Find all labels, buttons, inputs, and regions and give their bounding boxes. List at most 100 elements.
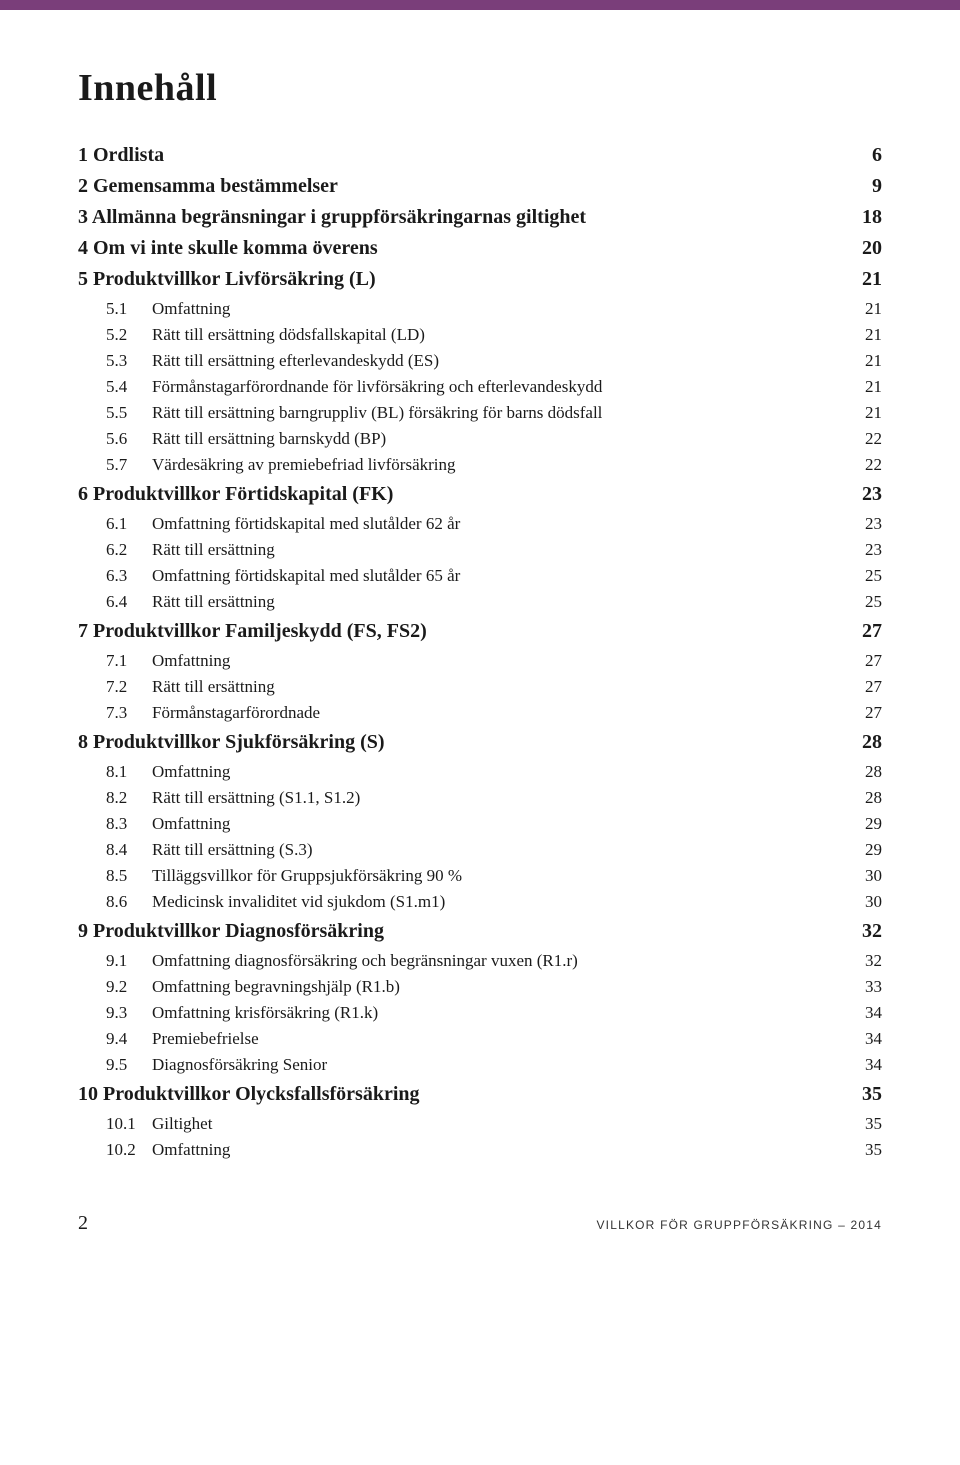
toc-entry-page: 21 <box>842 325 882 345</box>
toc-entry-label: 9.3Omfattning krisförsäkring (R1.k) <box>106 1003 842 1023</box>
toc-entry-label: 5.1Omfattning <box>106 299 842 319</box>
toc-entry-page: 21 <box>842 403 882 423</box>
toc-entry-page: 27 <box>842 677 882 697</box>
toc-entry-l2[interactable]: 5.6Rätt till ersättning barnskydd (BP)22 <box>78 429 882 449</box>
toc-entry-text: Produktvillkor Sjukförsäkring (S) <box>93 731 385 753</box>
toc-entry-l2[interactable]: 10.2Omfattning35 <box>78 1140 882 1160</box>
toc-entry-text: Diagnosförsäkring Senior <box>152 1055 327 1074</box>
toc-entry-l1[interactable]: 6 Produktvillkor Förtidskapital (FK)23 <box>78 483 882 506</box>
toc-entry-page: 32 <box>842 920 882 943</box>
toc-entry-page: 35 <box>842 1114 882 1134</box>
toc-entry-l1[interactable]: 3 Allmänna begränsningar i gruppförsäkri… <box>78 206 882 229</box>
toc-entry-text: Omfattning <box>152 762 230 781</box>
toc-entry-text: Omfattning krisförsäkring (R1.k) <box>152 1003 378 1022</box>
toc-entry-l2[interactable]: 8.3Omfattning29 <box>78 814 882 834</box>
toc-entry-number: 10 <box>78 1083 103 1105</box>
toc-entry-l1[interactable]: 1 Ordlista6 <box>78 144 882 167</box>
toc-entry-label: 5.6Rätt till ersättning barnskydd (BP) <box>106 429 842 449</box>
toc-entry-l1[interactable]: 8 Produktvillkor Sjukförsäkring (S)28 <box>78 731 882 754</box>
toc-entry-l2[interactable]: 8.2Rätt till ersättning (S1.1, S1.2)28 <box>78 788 882 808</box>
toc-entry-l2[interactable]: 5.2Rätt till ersättning dödsfallskapital… <box>78 325 882 345</box>
toc-entry-text: Värdesäkring av premiebefriad livförsäkr… <box>152 455 456 474</box>
toc-entry-number: 6.4 <box>106 592 152 612</box>
toc-entry-page: 22 <box>842 429 882 449</box>
toc-entry-label: 5 Produktvillkor Livförsäkring (L) <box>78 268 842 291</box>
toc-entry-number: 8.5 <box>106 866 152 886</box>
toc-entry-page: 28 <box>842 762 882 782</box>
toc-entry-page: 27 <box>842 620 882 643</box>
toc-entry-number: 7.1 <box>106 651 152 671</box>
toc-entry-l2[interactable]: 9.3Omfattning krisförsäkring (R1.k)34 <box>78 1003 882 1023</box>
toc-entry-label: 5.5Rätt till ersättning barngruppliv (BL… <box>106 403 842 423</box>
toc-entry-page: 23 <box>842 514 882 534</box>
toc-entry-number: 5.3 <box>106 351 152 371</box>
toc-entry-page: 29 <box>842 840 882 860</box>
toc-entry-l1[interactable]: 4 Om vi inte skulle komma överens20 <box>78 237 882 260</box>
toc-entry-l2[interactable]: 5.1Omfattning21 <box>78 299 882 319</box>
toc-entry-l2[interactable]: 9.1Omfattning diagnosförsäkring och begr… <box>78 951 882 971</box>
top-accent-bar <box>0 0 960 10</box>
toc-entry-label: 6 Produktvillkor Förtidskapital (FK) <box>78 483 842 506</box>
toc-entry-l2[interactable]: 7.2Rätt till ersättning27 <box>78 677 882 697</box>
toc-entry-l2[interactable]: 6.4Rätt till ersättning25 <box>78 592 882 612</box>
toc-entry-page: 20 <box>842 237 882 260</box>
toc-entry-l2[interactable]: 8.5Tilläggsvillkor för Gruppsjukförsäkri… <box>78 866 882 886</box>
toc-entry-l2[interactable]: 8.4Rätt till ersättning (S.3)29 <box>78 840 882 860</box>
toc-entry-number: 5 <box>78 268 93 290</box>
toc-entry-l2[interactable]: 5.4Förmånstagarförordnande för livförsäk… <box>78 377 882 397</box>
toc-entry-text: Produktvillkor Olycksfallsförsäkring <box>103 1083 420 1105</box>
toc-entry-l2[interactable]: 6.3Omfattning förtidskapital med slutåld… <box>78 566 882 586</box>
toc-entry-page: 30 <box>842 892 882 912</box>
toc-entry-label: 7.2Rätt till ersättning <box>106 677 842 697</box>
toc-entry-label: 5.4Förmånstagarförordnande för livförsäk… <box>106 377 842 397</box>
toc-entry-text: Rätt till ersättning <box>152 540 275 559</box>
toc-entry-label: 2 Gemensamma bestämmelser <box>78 175 842 198</box>
toc-entry-text: Rätt till ersättning (S.3) <box>152 840 313 859</box>
toc-entry-l2[interactable]: 6.1Omfattning förtidskapital med slutåld… <box>78 514 882 534</box>
toc-entry-l1[interactable]: 10 Produktvillkor Olycksfallsförsäkring3… <box>78 1083 882 1106</box>
toc-entry-l1[interactable]: 7 Produktvillkor Familjeskydd (FS, FS2)2… <box>78 620 882 643</box>
toc-entry-label: 8.2Rätt till ersättning (S1.1, S1.2) <box>106 788 842 808</box>
toc-entry-l2[interactable]: 5.7Värdesäkring av premiebefriad livförs… <box>78 455 882 475</box>
toc-entry-l2[interactable]: 6.2Rätt till ersättning23 <box>78 540 882 560</box>
toc-entry-l1[interactable]: 5 Produktvillkor Livförsäkring (L)21 <box>78 268 882 291</box>
toc-entry-label: 6.3Omfattning förtidskapital med slutåld… <box>106 566 842 586</box>
toc-entry-label: 9.2Omfattning begravningshjälp (R1.b) <box>106 977 842 997</box>
toc-entry-text: Rätt till ersättning barnskydd (BP) <box>152 429 386 448</box>
toc-entry-l2[interactable]: 7.3Förmånstagarförordnade27 <box>78 703 882 723</box>
toc-entry-number: 7 <box>78 620 93 642</box>
toc-entry-text: Giltighet <box>152 1114 212 1133</box>
toc-entry-page: 25 <box>842 566 882 586</box>
toc-entry-number: 5.4 <box>106 377 152 397</box>
toc-entry-label: 9 Produktvillkor Diagnosförsäkring <box>78 920 842 943</box>
toc-entry-text: Rätt till ersättning <box>152 677 275 696</box>
toc-entry-label: 7 Produktvillkor Familjeskydd (FS, FS2) <box>78 620 842 643</box>
toc-entry-l2[interactable]: 7.1Omfattning27 <box>78 651 882 671</box>
toc-entry-l2[interactable]: 9.2Omfattning begravningshjälp (R1.b)33 <box>78 977 882 997</box>
toc-entry-label: 5.3Rätt till ersättning efterlevandeskyd… <box>106 351 842 371</box>
toc-entry-text: Omfattning <box>152 1140 230 1159</box>
toc-entry-label: 6.4Rätt till ersättning <box>106 592 842 612</box>
toc-entry-number: 5.2 <box>106 325 152 345</box>
toc-entry-l2[interactable]: 9.4Premiebefrielse34 <box>78 1029 882 1049</box>
toc-entry-number: 9.3 <box>106 1003 152 1023</box>
toc-entry-text: Ordlista <box>93 144 164 166</box>
toc-entry-text: Rätt till ersättning <box>152 592 275 611</box>
toc-entry-number: 7.3 <box>106 703 152 723</box>
toc-entry-label: 7.1Omfattning <box>106 651 842 671</box>
toc-entry-page: 22 <box>842 455 882 475</box>
toc-entry-l2[interactable]: 8.6Medicinsk invaliditet vid sjukdom (S1… <box>78 892 882 912</box>
toc-entry-l2[interactable]: 5.5Rätt till ersättning barngruppliv (BL… <box>78 403 882 423</box>
toc-entry-l2[interactable]: 9.5Diagnosförsäkring Senior34 <box>78 1055 882 1075</box>
toc-entry-l1[interactable]: 9 Produktvillkor Diagnosförsäkring32 <box>78 920 882 943</box>
toc-entry-label: 5.7Värdesäkring av premiebefriad livförs… <box>106 455 842 475</box>
toc-entry-page: 34 <box>842 1029 882 1049</box>
toc-entry-number: 9 <box>78 920 93 942</box>
toc-entry-label: 9.5Diagnosförsäkring Senior <box>106 1055 842 1075</box>
toc-entry-number: 8.2 <box>106 788 152 808</box>
toc-entry-label: 6.1Omfattning förtidskapital med slutåld… <box>106 514 842 534</box>
toc-entry-l2[interactable]: 5.3Rätt till ersättning efterlevandeskyd… <box>78 351 882 371</box>
toc-entry-l2[interactable]: 10.1Giltighet35 <box>78 1114 882 1134</box>
toc-entry-l1[interactable]: 2 Gemensamma bestämmelser9 <box>78 175 882 198</box>
toc-entry-l2[interactable]: 8.1Omfattning28 <box>78 762 882 782</box>
